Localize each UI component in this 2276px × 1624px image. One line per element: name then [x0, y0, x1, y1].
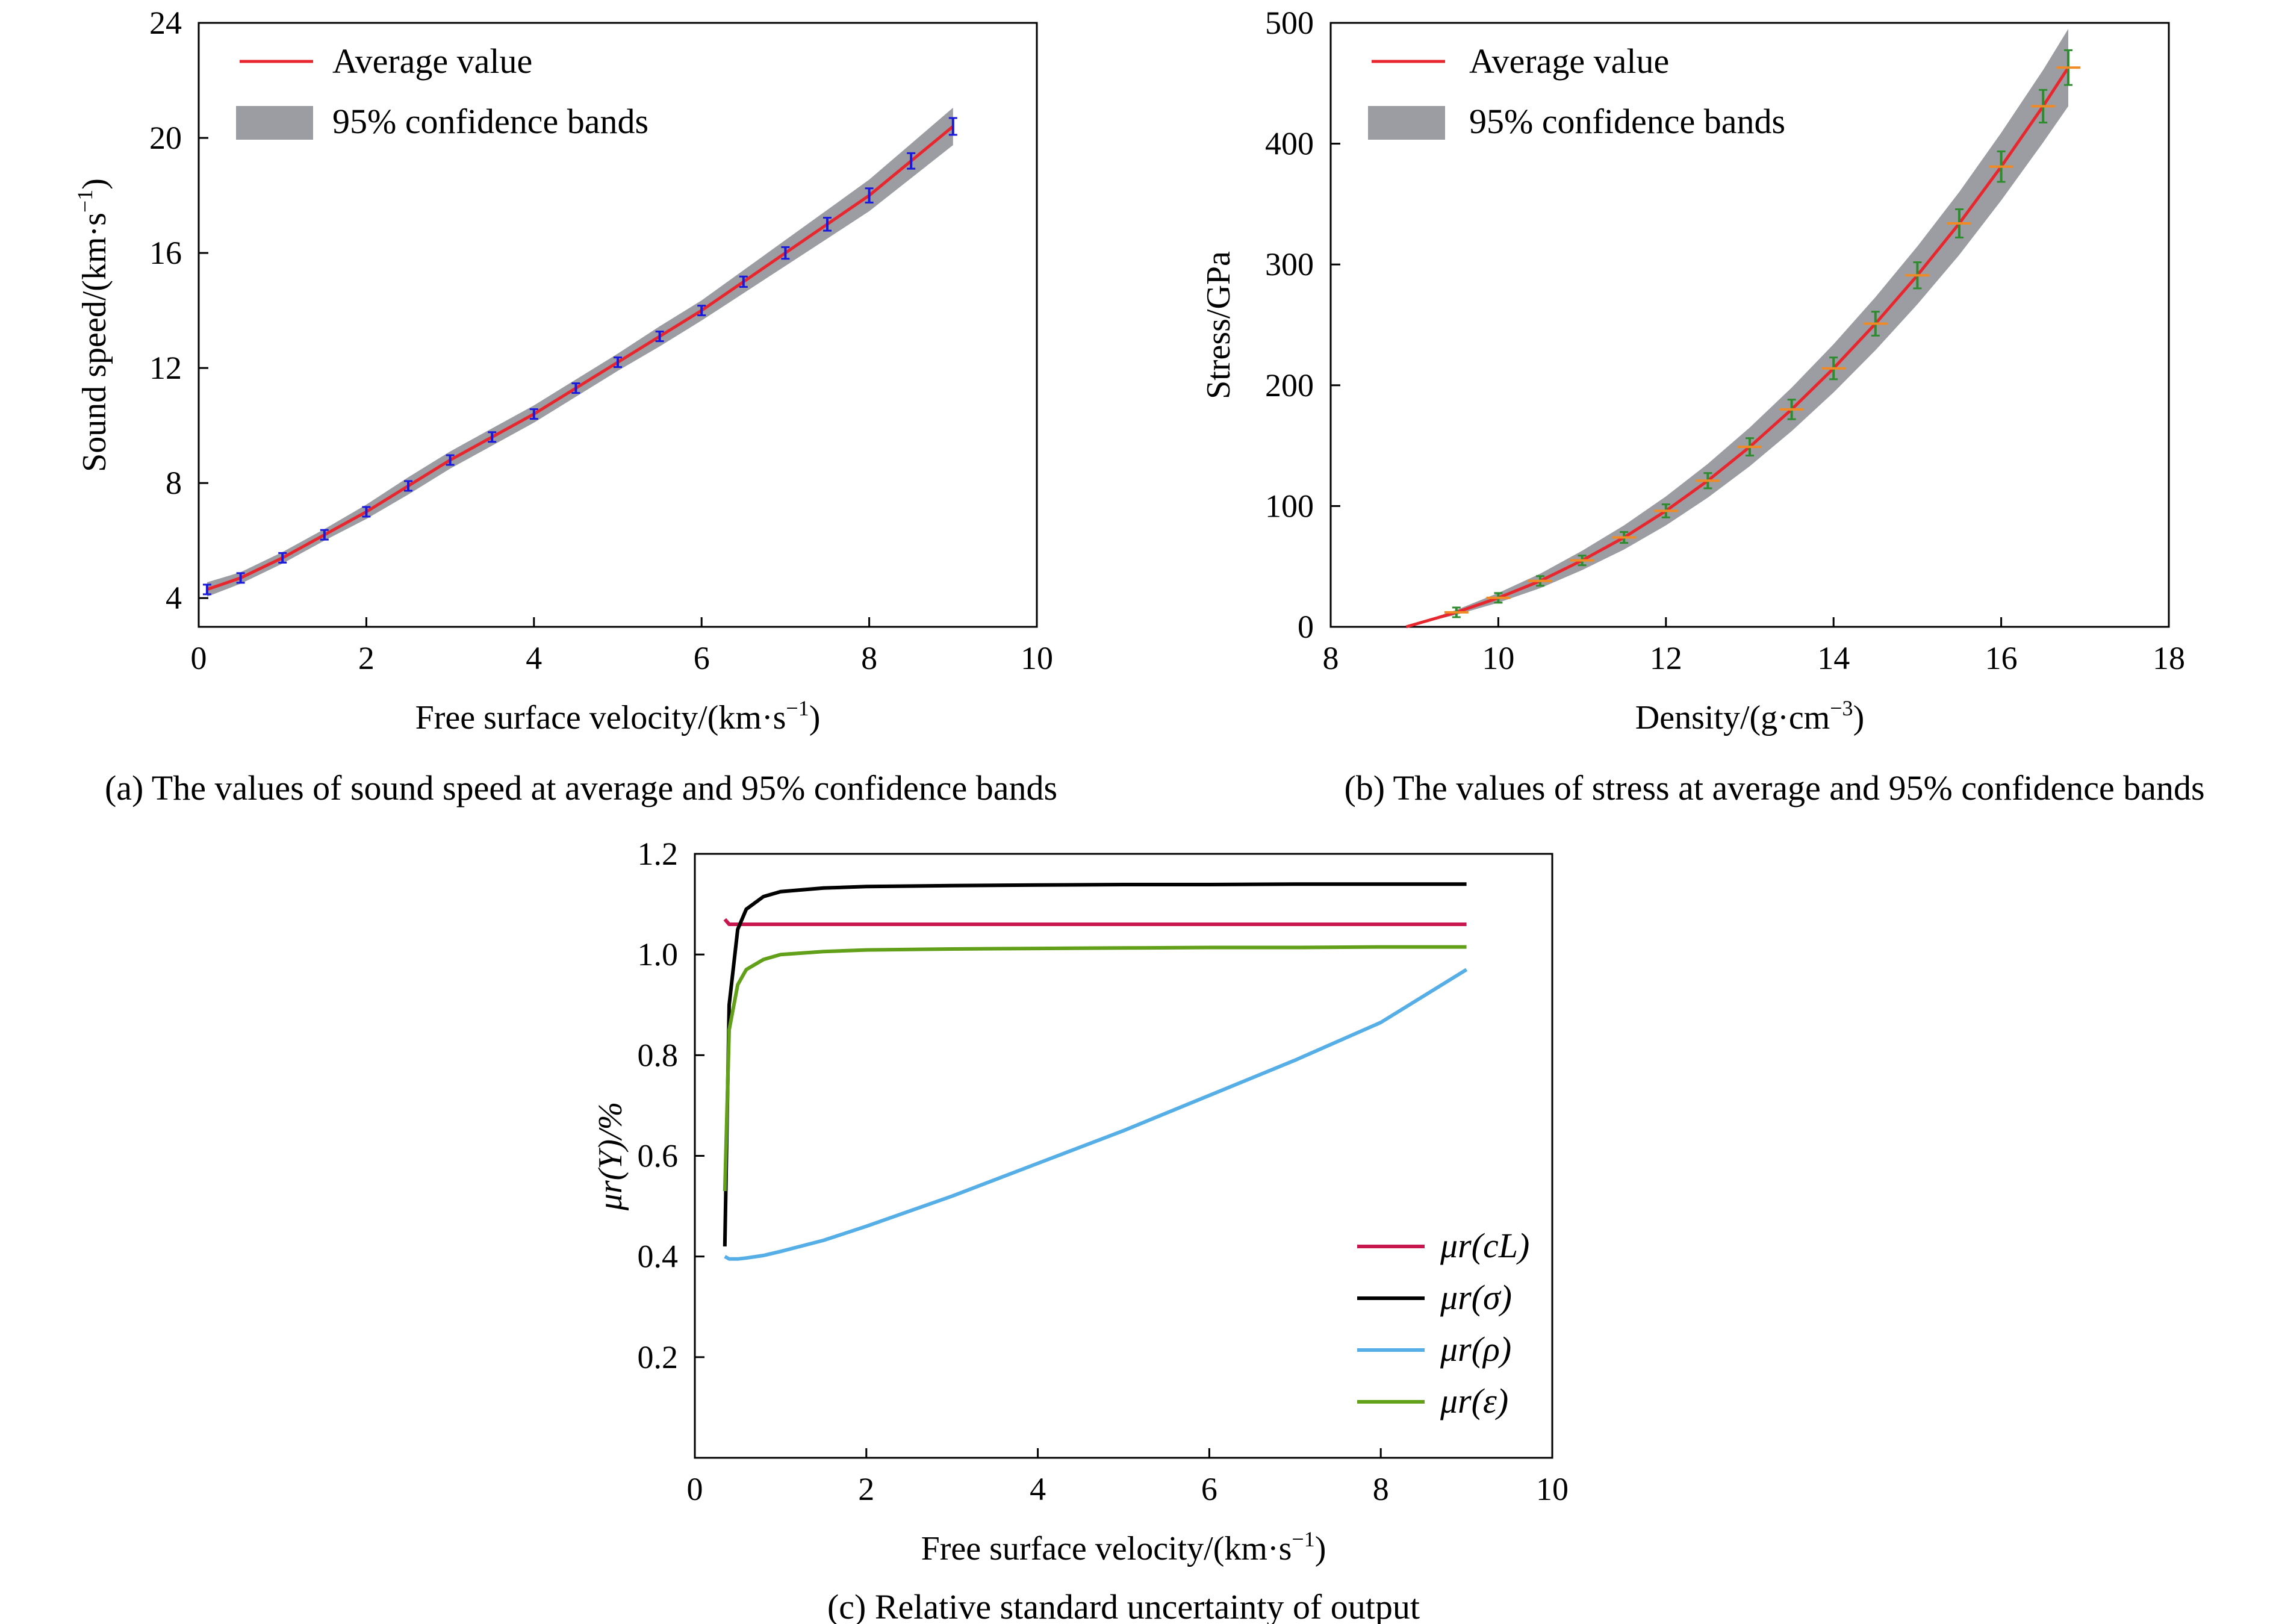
y-tick-label-c: 1.0 [638, 936, 679, 972]
legend-c: μr(cL) μr(σ) μr(ρ) μr(ε) [1357, 1226, 1529, 1420]
x-axis-label-c: Free surface velocity/(km·s−1) [921, 1527, 1326, 1567]
series-mu-eps [723, 945, 1467, 1192]
legend-label-series-mu-rho: μr(ρ) [1440, 1330, 1511, 1369]
x-tick-label-c: 2 [858, 1471, 874, 1507]
y-tick-label-c: 0.4 [638, 1239, 679, 1275]
caption-b: (b) The values of stress at average and … [1344, 768, 2204, 807]
y-tick-label-b: 0 [1298, 609, 1314, 645]
x-tick-label-b: 16 [1985, 640, 2018, 676]
average-line-a [207, 125, 954, 591]
x-tick-label-b: 10 [1482, 640, 1514, 676]
legend-label-series-mu-sigma: μr(σ) [1440, 1278, 1512, 1317]
line-layer-a [207, 125, 954, 591]
y-axis-label-a: Sound speed/(km·s−1) [73, 178, 113, 472]
x-tick-label-c: 10 [1536, 1471, 1569, 1507]
y-tick-label-a: 8 [166, 465, 182, 501]
ticks-c: 0 2 4 6 8 10 0.2 0.4 0.6 0.8 1.0 1.2 [638, 836, 1569, 1507]
series-mu-sigma [723, 882, 1467, 1246]
y-tick-label-b: 100 [1265, 488, 1314, 524]
legend-b: Average value 95% confidence bands [1368, 42, 1785, 141]
legend-band-label-b: 95% confidence bands [1469, 102, 1785, 141]
series-mu-cl [723, 918, 1467, 926]
x-tick-label-b: 8 [1323, 640, 1339, 676]
x-tick-label-a: 10 [1021, 640, 1053, 676]
y-tick-label-a: 4 [166, 580, 182, 616]
plot-frame-a [197, 22, 1038, 628]
chart-panel-c: 0 2 4 6 8 100.20.40.60.81.01.2 μr(cL)μr(σ)μr(… [592, 836, 1569, 1624]
y-tick-label-c: 0.6 [638, 1138, 679, 1174]
caption-a: (a) The values of sound speed at average… [105, 768, 1057, 807]
caption-c: (c) Relative standard uncertainty of out… [827, 1587, 1420, 1624]
chart-panel-b: 8 10 12 14 16 18 0 100 200 300 400 500 Average valu… [1200, 5, 2205, 807]
legend-label-series-mu-cl: μr(cL) [1440, 1226, 1529, 1265]
plot-frame-c [694, 853, 1553, 1459]
legend-band-swatch-b [1368, 106, 1445, 140]
x-axis-label-b: Density/(g·cm−3) [1635, 696, 1864, 736]
errorbar-layer-a [202, 117, 957, 596]
ticks-b: 8 10 12 14 16 18 0 100 200 300 400 500 [1265, 5, 2185, 676]
legend-a: Average value 95% confidence bands [236, 42, 648, 141]
legend-band-label-a: 95% confidence bands [332, 102, 648, 141]
series-mu-rho [724, 968, 1468, 1261]
y-tick-label-b: 300 [1265, 246, 1314, 282]
y-tick-label-a: 16 [149, 235, 182, 271]
y-tick-label-b: 200 [1265, 367, 1314, 403]
y-tick-label-b: 500 [1265, 5, 1314, 41]
x-tick-label-a: 4 [526, 640, 542, 676]
legend-average-label-a: Average value [332, 42, 532, 81]
y-axis-label-b: Stress/GPa [1200, 251, 1237, 399]
legend-band-swatch-a [236, 106, 313, 140]
x-tick-label-a: 8 [861, 640, 877, 676]
x-tick-label-a: 0 [191, 640, 207, 676]
x-tick-label-c: 8 [1373, 1471, 1389, 1507]
y-tick-label-a: 12 [149, 350, 182, 386]
x-tick-label-c: 4 [1030, 1471, 1046, 1507]
plot-frame-b [1329, 22, 2170, 628]
series-layer-c [723, 882, 1468, 1261]
legend-average-label-b: Average value [1469, 42, 1669, 81]
x-tick-label-a: 6 [694, 640, 710, 676]
y-tick-label-c: 0.2 [638, 1339, 679, 1375]
line-layer-b [1405, 66, 2070, 629]
y-tick-label-c: 1.2 [638, 836, 679, 872]
errorbar-layer-b [1444, 49, 2080, 618]
x-tick-label-b: 12 [1650, 640, 1682, 676]
x-tick-label-c: 6 [1201, 1471, 1217, 1507]
y-tick-label-c: 0.8 [638, 1037, 679, 1073]
x-tick-label-b: 18 [2153, 640, 2185, 676]
y-tick-label-b: 400 [1265, 126, 1314, 162]
legend-label-series-mu-eps: μr(ε) [1440, 1381, 1508, 1420]
confidence-band-a [207, 107, 953, 597]
y-tick-label-a: 24 [149, 5, 182, 41]
x-axis-label-a: Free surface velocity/(km·s−1) [415, 696, 821, 736]
band-layer-a [207, 107, 953, 597]
average-line-b [1405, 66, 2070, 629]
x-tick-label-a: 2 [358, 640, 375, 676]
y-axis-label-c: μr(Y)/% [592, 1102, 629, 1212]
x-tick-label-c: 0 [687, 1471, 703, 1507]
x-tick-label-b: 14 [1817, 640, 1850, 676]
y-tick-label-a: 20 [149, 120, 182, 156]
